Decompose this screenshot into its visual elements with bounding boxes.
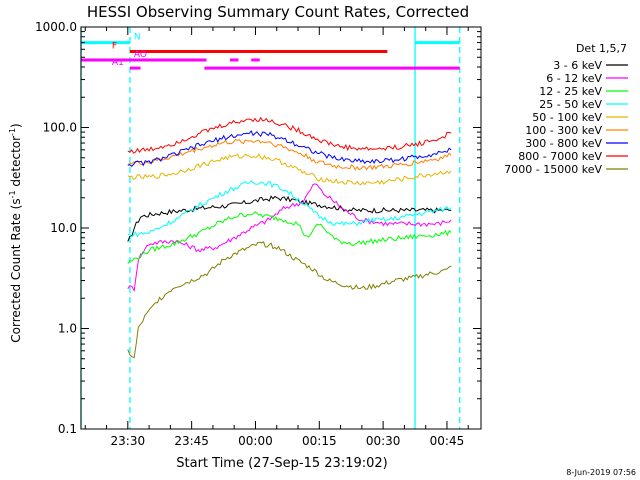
flag-label-A1: A1: [112, 58, 124, 68]
x-tick-label-1: 23:45: [174, 434, 209, 448]
x-axis: 23:30 23:45 00:00 00:15 00:30 00:45: [84, 27, 469, 448]
legend-label-5: 100 - 300 keV: [525, 124, 602, 137]
legend-title: Det 1,5,7: [576, 42, 627, 55]
legend-label-3: 25 - 50 keV: [539, 98, 602, 111]
y-tick-label-2: 10.0: [50, 221, 77, 235]
y-tick-label-3: 1.0: [58, 322, 77, 336]
series-line-2: [127, 211, 452, 264]
legend-label-2: 12 - 25 keV: [539, 85, 602, 98]
x-tick-label-5: 00:45: [430, 434, 465, 448]
series-line-0: [127, 195, 452, 242]
legend-label-4: 50 - 100 keV: [532, 111, 602, 124]
legend-label-1: 6 - 12 keV: [546, 72, 602, 85]
x-tick-label-0: 23:30: [111, 434, 146, 448]
flag-label-N: N: [134, 33, 141, 43]
x-axis-label: Start Time (27-Sep-15 23:19:02): [176, 456, 387, 471]
plot-frame: [80, 26, 482, 430]
date-stamp: 8-Jun-2019 07:56: [566, 468, 636, 477]
y-tick-label-0: 1000.0: [35, 20, 77, 34]
flag-label-AO: AO: [134, 50, 147, 60]
legend-label-7: 800 - 7000 keV: [518, 150, 602, 163]
x-tick-label-2: 00:00: [238, 434, 273, 448]
y-tick-label-4: 0.1: [58, 422, 77, 436]
x-tick-label-3: 00:15: [302, 434, 337, 448]
series-lines: [127, 116, 452, 359]
y-axis: 1000.0 100.0 10.0 1.0 0.1: [35, 20, 481, 436]
series-line-8: [127, 241, 452, 359]
series-line-7: [127, 116, 452, 154]
y-tick-label-1: 100.0: [43, 121, 77, 135]
legend-label-8: 7000 - 15000 keV: [504, 163, 602, 176]
y-axis-label: Corrected Count Rate (s-1 detector-1): [8, 123, 23, 342]
series-line-1: [127, 183, 452, 293]
series-line-4: [127, 153, 452, 186]
flag-label-F: F: [112, 42, 117, 52]
series-line-5: [127, 138, 452, 171]
series-line-6: [127, 130, 452, 167]
chart-title: HESSI Observing Summary Count Rates, Cor…: [87, 3, 469, 21]
x-tick-label-4: 00:30: [366, 434, 401, 448]
plot-area: [80, 27, 461, 429]
legend-label-0: 3 - 6 keV: [553, 59, 602, 72]
series-line-3: [127, 180, 452, 238]
legend-label-6: 300 - 800 keV: [525, 137, 602, 150]
flag-bars: N F AO A1: [81, 33, 460, 70]
